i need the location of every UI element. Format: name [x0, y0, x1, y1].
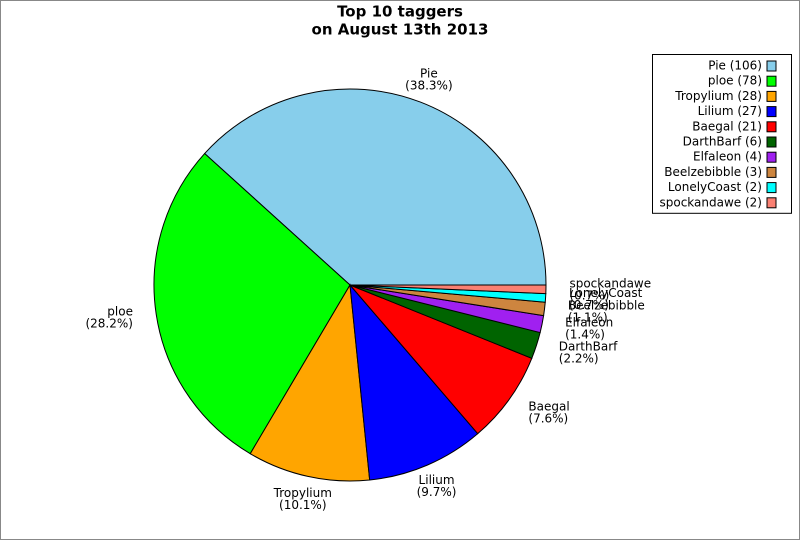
- slice-label: Tropylium: [273, 486, 332, 500]
- value-label: (0.7%): [569, 288, 609, 302]
- legend-swatch: [766, 90, 777, 102]
- pie-slice: [249, 283, 371, 482]
- legend-swatch: [766, 166, 777, 178]
- pie-slice: [349, 283, 479, 481]
- legend-label: DarthBarf (6): [683, 135, 762, 149]
- value-label: (7.6%): [528, 411, 568, 425]
- slice-label: spockandawe: [569, 276, 651, 290]
- legend-label: spockandawe (2): [660, 195, 763, 209]
- slice-label: Beelzebibble: [568, 298, 645, 312]
- legend-swatch: [766, 75, 777, 87]
- legend-label: Lilium (27): [698, 104, 762, 118]
- value-label: (10.1%): [279, 498, 326, 512]
- legend-swatch: [766, 106, 777, 118]
- slice-label: Elfaleon: [565, 315, 613, 329]
- legend-swatch: [766, 136, 777, 148]
- chart-title: Top 10 taggers: [337, 3, 463, 21]
- legend-swatch: [766, 151, 777, 163]
- slice-label: DarthBarf: [559, 339, 618, 353]
- slice-label: ploe: [107, 304, 133, 318]
- value-label: (38.3%): [405, 79, 452, 93]
- value-label: (1.4%): [565, 327, 605, 341]
- slice-label: Pie: [420, 67, 438, 81]
- value-label: (28.2%): [85, 316, 132, 330]
- legend-label: Pie (106): [708, 59, 762, 73]
- pie-slice: [203, 88, 547, 286]
- slice-label: LonelyCoast: [569, 286, 643, 300]
- legend-label: ploe (78): [708, 74, 762, 88]
- legend-swatch: [766, 121, 777, 133]
- slice-label: Lilium: [419, 473, 455, 487]
- pie-slice: [153, 152, 351, 455]
- legend-swatch: [766, 60, 777, 72]
- legend-label: Beelzebibble (3): [664, 165, 762, 179]
- legend-label: Tropylium (28): [674, 89, 762, 103]
- value-label: (2.2%): [559, 351, 599, 365]
- value-label: (9.7%): [417, 485, 457, 499]
- pie-slice: [349, 284, 547, 295]
- value-label: (1.1%): [568, 310, 608, 324]
- legend-label: LonelyCoast (2): [668, 180, 762, 194]
- legend-swatch: [766, 197, 777, 209]
- legend-swatch: [766, 182, 777, 194]
- legend-label: Elfaleon (4): [693, 150, 762, 164]
- slice-label: Baegal: [528, 399, 569, 413]
- legend-label: Baegal (21): [692, 119, 762, 133]
- pie-slice: [349, 284, 533, 435]
- value-label: (0.7%): [569, 298, 609, 312]
- chart-title: on August 13th 2013: [312, 21, 489, 39]
